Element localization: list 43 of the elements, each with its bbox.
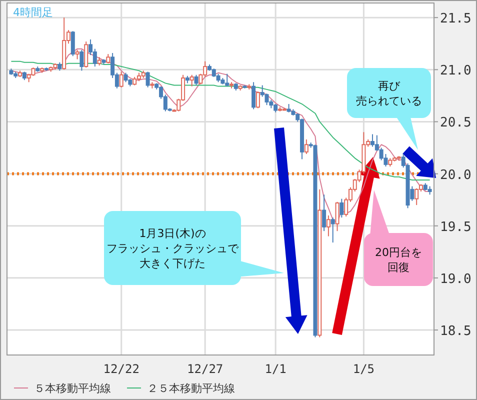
y-tick-label: 19.5: [440, 220, 472, 235]
annotation: フラッシュ・クラッシュで: [106, 242, 240, 255]
candlestick: [252, 82, 256, 110]
candlestick: [70, 30, 75, 57]
annotation: 再び: [378, 79, 401, 92]
x-tick-label: 12/22: [103, 362, 140, 376]
annotation: 回復: [388, 260, 410, 274]
legend-label: ５本移動平均線: [34, 382, 111, 395]
candlestick: [119, 71, 124, 88]
candlestick: [106, 54, 110, 64]
candlestick: [322, 194, 326, 232]
annotation: 4時間足: [13, 6, 53, 19]
candlestick: [326, 214, 330, 237]
annotation: 20円台を: [375, 246, 422, 259]
candlestick: [92, 48, 97, 68]
y-tick-label: 21.5: [440, 12, 472, 27]
y-tick-label: 18.5: [440, 324, 472, 340]
candlestick: [264, 93, 269, 106]
candlestick: [190, 74, 194, 87]
candlestick: [146, 71, 150, 88]
annotation: 大きく下げた: [140, 256, 206, 270]
x-tick-label: 1/1: [264, 362, 286, 376]
x-tick-label: 12/27: [187, 362, 224, 376]
candlestick: [414, 188, 419, 206]
candlestick: [304, 138, 308, 155]
candlestick: [124, 72, 128, 83]
y-tick-label: 19.0: [440, 272, 472, 287]
y-tick-label: 20.5: [440, 116, 472, 131]
candlestick: [80, 49, 84, 72]
candlestick: [194, 74, 198, 86]
x-tick-label: 1/5: [352, 362, 375, 376]
legend-label: ２５本移動平均線: [147, 382, 235, 395]
candlestick: [330, 217, 335, 244]
y-tick-label: 21.0: [440, 64, 472, 79]
candlestick: [256, 91, 260, 109]
candlestick: [84, 41, 88, 68]
annotation: 売られている: [356, 94, 422, 108]
candlestick: [340, 198, 344, 218]
candlestick: [75, 49, 80, 60]
candlestick: [335, 201, 340, 232]
y-tick-label: 20.0: [440, 168, 472, 183]
annotation: 1月3日(木)の: [139, 226, 206, 240]
candlestick: [370, 134, 375, 148]
